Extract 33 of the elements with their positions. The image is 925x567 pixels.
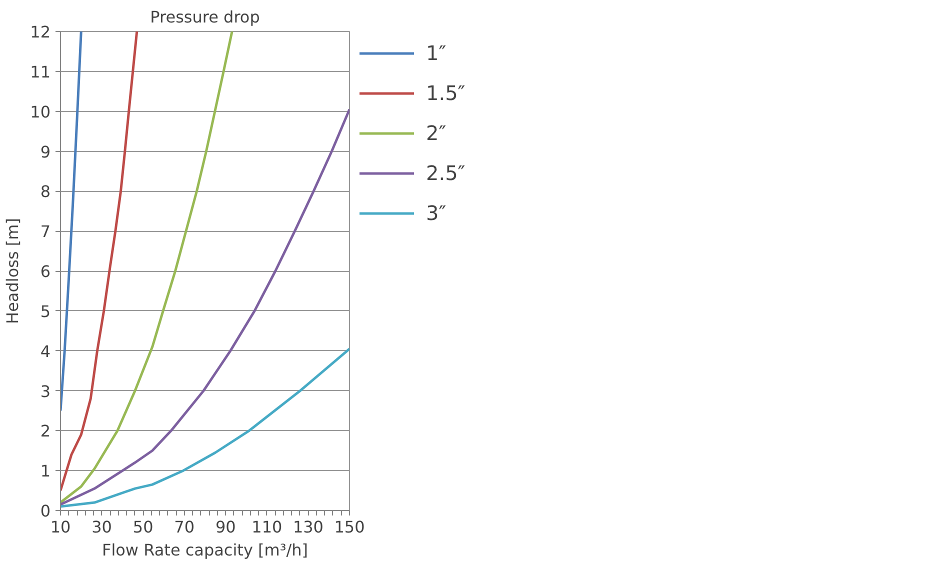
y-tick-label: 10 — [30, 102, 50, 122]
chart-title: Pressure drop — [150, 8, 260, 26]
x-tick-label: 150 — [334, 518, 365, 536]
y-tick-label: 12 — [30, 22, 50, 42]
y-tick-label: 6 — [40, 262, 51, 281]
x-tick-label: 110 — [252, 518, 282, 536]
y-tick-label: 4 — [40, 342, 51, 361]
legend-label: 1″ — [426, 41, 446, 65]
x-axis-title: Flow Rate capacity [m³/h] — [102, 540, 308, 560]
y-axis-title: Headloss [m] — [3, 218, 22, 324]
legend-label: 3″ — [426, 201, 446, 225]
y-tick-label: 11 — [30, 62, 50, 82]
y-tick-label: 1 — [40, 462, 51, 481]
y-tick-label: 2 — [40, 422, 51, 441]
x-tick-label: 90 — [215, 518, 236, 536]
legend-label: 1.5″ — [426, 81, 466, 105]
x-tick-label: 30 — [92, 518, 112, 536]
x-tick-label: 70 — [174, 518, 195, 536]
y-tick-label: 8 — [40, 182, 51, 202]
y-tick-label: 3 — [40, 382, 51, 401]
y-tick-label: 9 — [40, 142, 51, 162]
legend-label: 2″ — [426, 121, 446, 145]
y-tick-label: 7 — [40, 222, 51, 242]
x-tick-label: 50 — [132, 518, 154, 536]
line-series — [60, 32, 234, 504]
line-series — [60, 348, 350, 508]
x-tick-label: 130 — [292, 518, 324, 536]
legend-label: 2.5″ — [426, 161, 466, 185]
y-tick-label: 0 — [40, 502, 51, 520]
y-tick-label: 5 — [40, 302, 51, 321]
line-series — [60, 108, 350, 506]
line-series — [60, 32, 82, 412]
line-series — [60, 32, 138, 492]
